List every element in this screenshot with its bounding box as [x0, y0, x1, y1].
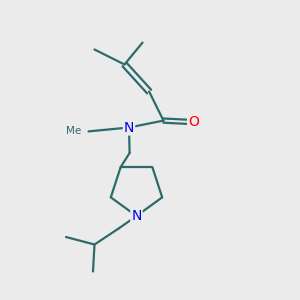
Text: N: N	[131, 209, 142, 223]
Text: N: N	[124, 121, 134, 134]
Text: O: O	[188, 115, 199, 129]
Text: Me: Me	[66, 126, 81, 136]
